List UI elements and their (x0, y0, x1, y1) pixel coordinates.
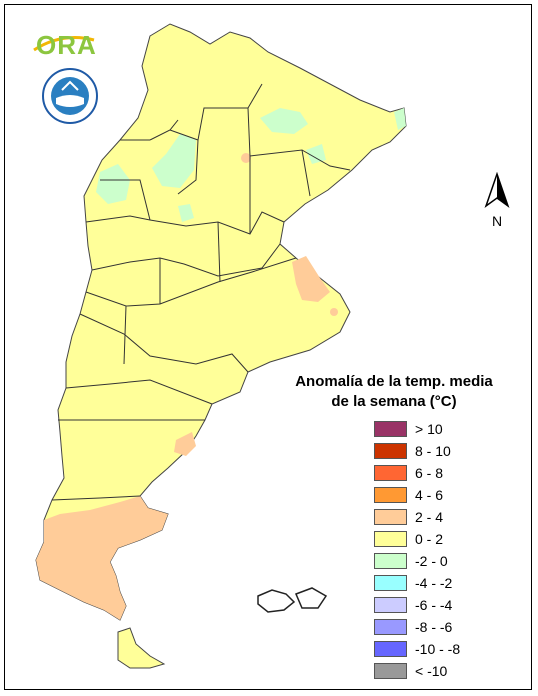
legend-title-line2: de la semana (°C) (331, 393, 457, 410)
area-neg2-0-misiones (394, 108, 406, 130)
area-2-4-small (330, 308, 338, 316)
province-borders (51, 83, 351, 501)
area-2-4-chubut-coast (174, 432, 196, 456)
legend-label: 0 - 2 (415, 531, 444, 547)
tierra-del-fuego (117, 627, 166, 669)
legend-item: -6 - -4 (374, 594, 460, 616)
legend-label: 4 - 6 (415, 487, 444, 503)
legend-item: 4 - 6 (374, 484, 460, 506)
legend-swatch (374, 641, 407, 657)
legend-label: 8 - 10 (415, 443, 451, 459)
area-neg2-0-tucuman (152, 134, 196, 188)
legend-swatch (374, 509, 407, 525)
legend-swatch (374, 663, 407, 679)
malvinas-islands (257, 587, 328, 613)
legend-item: 6 - 8 (374, 462, 460, 484)
ora-logo-text: ORA (36, 30, 97, 60)
legend-item: < -10 (374, 660, 460, 682)
legend-label: -4 - -2 (415, 575, 453, 591)
ora-logo: ORA (33, 30, 97, 61)
legend-item: 8 - 10 (374, 440, 460, 462)
legend-swatch (374, 487, 407, 503)
legend-label: -10 - -8 (415, 641, 461, 657)
area-neg2-0-santiago (178, 204, 194, 222)
legend: > 10 8 - 10 6 - 8 4 - 6 2 - 4 0 - 2 -2 -… (374, 418, 460, 682)
legend-swatch (374, 619, 407, 635)
north-arrow-icon: N (484, 172, 510, 229)
legend-label: > 10 (415, 421, 443, 437)
area-neg2-0-corrientes (306, 144, 326, 164)
area-2-4-buenos-aires-coast (292, 256, 330, 302)
legend-item: -10 - -8 (374, 638, 460, 660)
legend-item: -2 - 0 (374, 550, 460, 572)
area-2-4-patagonia (36, 496, 168, 620)
legend-item: 2 - 4 (374, 506, 460, 528)
ora-swoosh-icon (33, 36, 95, 52)
legend-swatch (374, 421, 407, 437)
legend-label: -6 - -4 (415, 597, 453, 613)
legend-title-line1: Anomalía de la temp. media (295, 373, 493, 390)
legend-title: Anomalía de la temp. media de la semana … (286, 372, 502, 412)
north-label: N (492, 213, 502, 229)
area-2-4-north (241, 153, 251, 163)
legend-swatch (374, 443, 407, 459)
legend-item: -8 - -6 (374, 616, 460, 638)
legend-swatch (374, 553, 407, 569)
legend-swatch (374, 465, 407, 481)
map-frame (4, 4, 532, 690)
legend-label: -2 - 0 (415, 553, 448, 569)
area-neg2-0-catamarca (96, 164, 130, 204)
legend-label: -8 - -6 (415, 619, 453, 635)
area-neg2-0-chaco (260, 108, 308, 134)
legend-swatch (374, 597, 407, 613)
legend-item: > 10 (374, 418, 460, 440)
legend-swatch (374, 575, 407, 591)
legend-item: 0 - 2 (374, 528, 460, 550)
smn-seal-icon (42, 68, 98, 124)
legend-label: < -10 (415, 663, 448, 679)
legend-label: 6 - 8 (415, 465, 444, 481)
legend-label: 2 - 4 (415, 509, 444, 525)
anomaly-areas (36, 108, 406, 620)
legend-swatch (374, 531, 407, 547)
legend-item: -4 - -2 (374, 572, 460, 594)
